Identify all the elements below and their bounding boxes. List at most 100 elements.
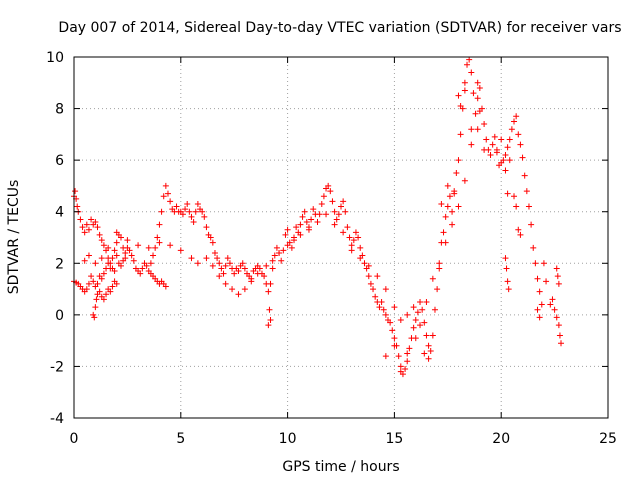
data-point <box>293 224 300 231</box>
data-point <box>374 273 381 280</box>
data-point <box>273 244 280 251</box>
data-point <box>474 95 481 102</box>
data-point <box>297 231 304 238</box>
data-point <box>455 203 462 210</box>
data-point <box>92 260 99 267</box>
data-point <box>301 208 308 215</box>
data-point <box>502 167 509 174</box>
data-point <box>532 260 539 267</box>
data-point <box>278 257 285 264</box>
data-point <box>391 342 398 349</box>
data-point <box>511 118 518 125</box>
data-point <box>74 203 81 210</box>
data-point <box>128 252 135 259</box>
data-point <box>355 234 362 241</box>
data-point <box>113 239 120 246</box>
chart-title: Day 007 of 2014, Sidereal Day-to-day VTE… <box>58 20 621 36</box>
x-tick-label: 15 <box>385 431 403 447</box>
data-point <box>404 358 411 365</box>
data-point <box>147 260 154 267</box>
data-point <box>224 255 231 262</box>
data-point <box>231 270 238 277</box>
data-point <box>282 231 289 238</box>
data-point <box>489 141 496 148</box>
data-point <box>158 208 165 215</box>
data-point <box>122 255 129 262</box>
x-axis-ticks: 0 5 10 15 20 25 <box>70 57 617 447</box>
data-point <box>107 288 114 295</box>
data-point <box>265 322 272 329</box>
y-tick-label: 10 <box>46 50 64 66</box>
data-point <box>476 84 483 91</box>
data-point <box>382 353 389 360</box>
data-point <box>85 226 92 233</box>
data-point <box>105 244 112 251</box>
data-point <box>167 198 174 205</box>
data-point <box>333 216 340 223</box>
data-point <box>167 242 174 249</box>
data-point <box>340 229 347 236</box>
data-point <box>549 296 556 303</box>
data-point <box>344 224 351 231</box>
data-points <box>71 56 565 378</box>
data-point <box>120 244 127 251</box>
data-point <box>90 278 97 285</box>
data-point <box>461 79 468 86</box>
data-point <box>534 306 541 313</box>
data-point <box>130 257 137 264</box>
data-point <box>96 288 103 295</box>
data-point <box>487 151 494 158</box>
data-point <box>261 273 268 280</box>
data-point <box>338 203 344 210</box>
data-point <box>451 190 458 197</box>
data-point <box>173 203 180 210</box>
data-point <box>214 255 221 262</box>
data-point <box>318 200 325 207</box>
x-tick-label: 10 <box>279 431 297 447</box>
data-point <box>113 229 120 236</box>
data-point <box>308 216 315 223</box>
data-point <box>500 157 507 164</box>
data-point <box>515 226 522 233</box>
data-point <box>109 283 116 290</box>
data-point <box>513 203 520 210</box>
data-point <box>376 304 383 311</box>
data-point <box>100 242 107 249</box>
data-point <box>98 275 105 282</box>
data-point <box>474 126 481 133</box>
data-point <box>269 257 276 264</box>
data-point <box>190 219 197 226</box>
data-point <box>511 193 518 200</box>
data-point <box>350 237 357 244</box>
x-tick-label: 0 <box>70 431 79 447</box>
data-point <box>122 249 129 256</box>
data-point <box>404 311 411 318</box>
data-point <box>154 234 161 241</box>
y-tick-label: 2 <box>55 256 64 272</box>
plot-frame <box>73 56 609 419</box>
data-point <box>256 265 263 272</box>
data-point <box>440 229 447 236</box>
data-point <box>357 255 364 262</box>
data-point <box>406 345 413 352</box>
data-point <box>331 208 338 215</box>
data-point <box>417 322 424 329</box>
data-point <box>348 247 355 254</box>
data-point <box>468 126 475 133</box>
data-point <box>391 335 398 342</box>
data-point <box>534 275 541 282</box>
data-point <box>517 141 524 148</box>
data-point <box>502 151 509 158</box>
y-tick-label: 0 <box>55 308 64 324</box>
data-point <box>188 255 195 262</box>
data-point <box>156 221 163 228</box>
data-point <box>305 226 312 233</box>
data-point <box>100 296 107 303</box>
data-point <box>397 317 404 324</box>
data-point <box>423 332 430 339</box>
data-point <box>555 280 562 287</box>
data-point <box>90 311 97 318</box>
data-point <box>79 224 86 231</box>
data-point <box>367 280 374 287</box>
data-point <box>267 280 274 287</box>
